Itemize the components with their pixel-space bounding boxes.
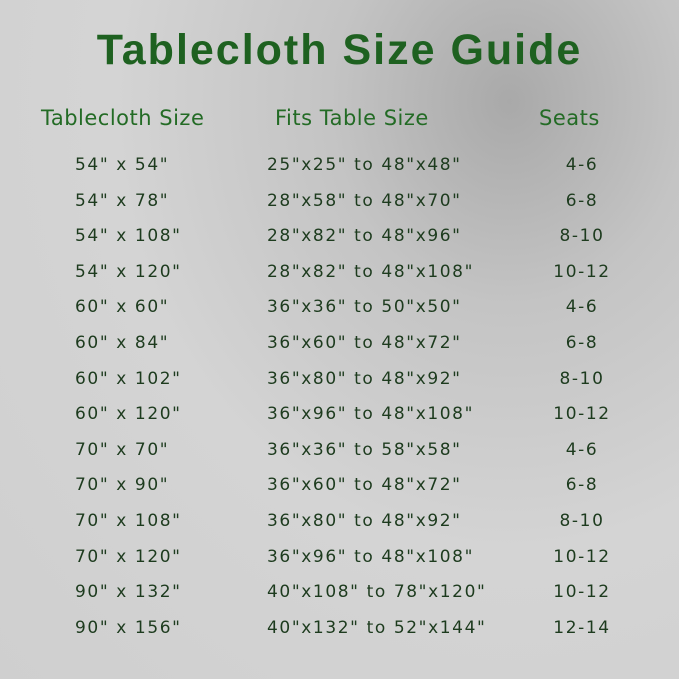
table-row: 54" x 120" 28"x82" to 48"x108" 10-12 — [0, 262, 679, 292]
tablecloth-size-cell: 90" x 132" — [75, 582, 182, 603]
page-title: Tablecloth Size Guide — [96, 26, 583, 74]
fits-table-size-cell: 28"x82" to 48"x108" — [267, 261, 475, 282]
table-row: 60" x 84" 36"x60" to 48"x72" 6-8 — [0, 333, 679, 363]
tablecloth-size-cell: 60" x 120" — [75, 404, 182, 425]
seats-cell: 6-8 — [565, 475, 599, 496]
fits-table-size-cell: 25"x25" to 48"x48" — [267, 155, 462, 175]
seats-cell: 4-6 — [565, 439, 599, 460]
table-row: 70" x 108" 36"x80" to 48"x92" 8-10 — [0, 511, 679, 541]
table-row: 60" x 102" 36"x80" to 48"x92" 8-10 — [0, 369, 679, 399]
table-row: 54" x 78" 28"x58" to 48"x70" 6-8 — [0, 191, 679, 221]
header-tablecloth-size: Tablecloth Size — [41, 106, 205, 130]
table-row: 90" x 132" 40"x108" to 78"x120" 10-12 — [0, 582, 679, 612]
tablecloth-size-cell: 54" x 120" — [75, 261, 182, 282]
tablecloth-size-cell: 60" x 60" — [75, 297, 170, 318]
seats-cell: 10-12 — [553, 546, 611, 567]
fits-table-size-cell: 40"x108" to 78"x120" — [267, 582, 487, 603]
table-row: 70" x 120" 36"x96" to 48"x108" 10-12 — [0, 547, 679, 577]
seats-cell: 8-10 — [559, 511, 605, 531]
fits-table-size-cell: 36"x80" to 48"x92" — [267, 511, 462, 531]
tablecloth-size-cell: 54" x 108" — [75, 226, 182, 247]
tablecloth-size-cell: 70" x 70" — [75, 439, 170, 460]
tablecloth-size-cell: 70" x 90" — [75, 475, 170, 496]
seats-cell: 12-14 — [553, 617, 611, 638]
seats-cell: 10-12 — [553, 404, 611, 425]
seats-cell: 4-6 — [565, 297, 599, 318]
seats-cell: 8-10 — [559, 368, 605, 389]
seats-cell: 10-12 — [553, 582, 611, 603]
tablecloth-size-cell: 70" x 120" — [75, 546, 182, 567]
table-row: 54" x 54" 25"x25" to 48"x48" 4-6 — [0, 155, 679, 185]
seats-cell: 4-6 — [565, 155, 599, 175]
tablecloth-size-cell: 54" x 54" — [75, 155, 170, 175]
seats-cell: 8-10 — [559, 226, 605, 247]
fits-table-size-cell: 28"x58" to 48"x70" — [267, 190, 462, 211]
fits-table-size-cell: 36"x60" to 48"x72" — [267, 333, 462, 353]
fits-table-size-cell: 40"x132" to 52"x144" — [267, 617, 487, 638]
tablecloth-size-cell: 70" x 108" — [75, 511, 182, 531]
fits-table-size-cell: 36"x60" to 48"x72" — [267, 475, 462, 496]
seats-cell: 6-8 — [565, 190, 599, 211]
tablecloth-size-cell: 60" x 102" — [75, 368, 182, 389]
tablecloth-size-cell: 60" x 84" — [75, 333, 170, 353]
fits-table-size-cell: 36"x96" to 48"x108" — [267, 404, 475, 425]
header-fits-table-size: Fits Table Size — [275, 106, 429, 130]
fits-table-size-cell: 36"x96" to 48"x108" — [267, 546, 475, 567]
fits-table-size-cell: 36"x80" to 48"x92" — [267, 368, 462, 389]
tablecloth-size-cell: 90" x 156" — [75, 617, 182, 638]
table-row: 70" x 70" 36"x36" to 58"x58" 4-6 — [0, 440, 679, 470]
table-row: 54" x 108" 28"x82" to 48"x96" 8-10 — [0, 226, 679, 256]
seats-cell: 6-8 — [565, 333, 599, 353]
header-seats: Seats — [539, 106, 600, 130]
fits-table-size-cell: 36"x36" to 58"x58" — [267, 439, 462, 460]
fits-table-size-cell: 36"x36" to 50"x50" — [267, 297, 462, 318]
fits-table-size-cell: 28"x82" to 48"x96" — [267, 226, 462, 247]
table-row: 90" x 156" 40"x132" to 52"x144" 12-14 — [0, 618, 679, 648]
table-row: 60" x 60" 36"x36" to 50"x50" 4-6 — [0, 297, 679, 327]
tablecloth-size-cell: 54" x 78" — [75, 190, 170, 211]
table-row: 70" x 90" 36"x60" to 48"x72" 6-8 — [0, 475, 679, 505]
seats-cell: 10-12 — [553, 261, 611, 282]
table-row: 60" x 120" 36"x96" to 48"x108" 10-12 — [0, 404, 679, 434]
